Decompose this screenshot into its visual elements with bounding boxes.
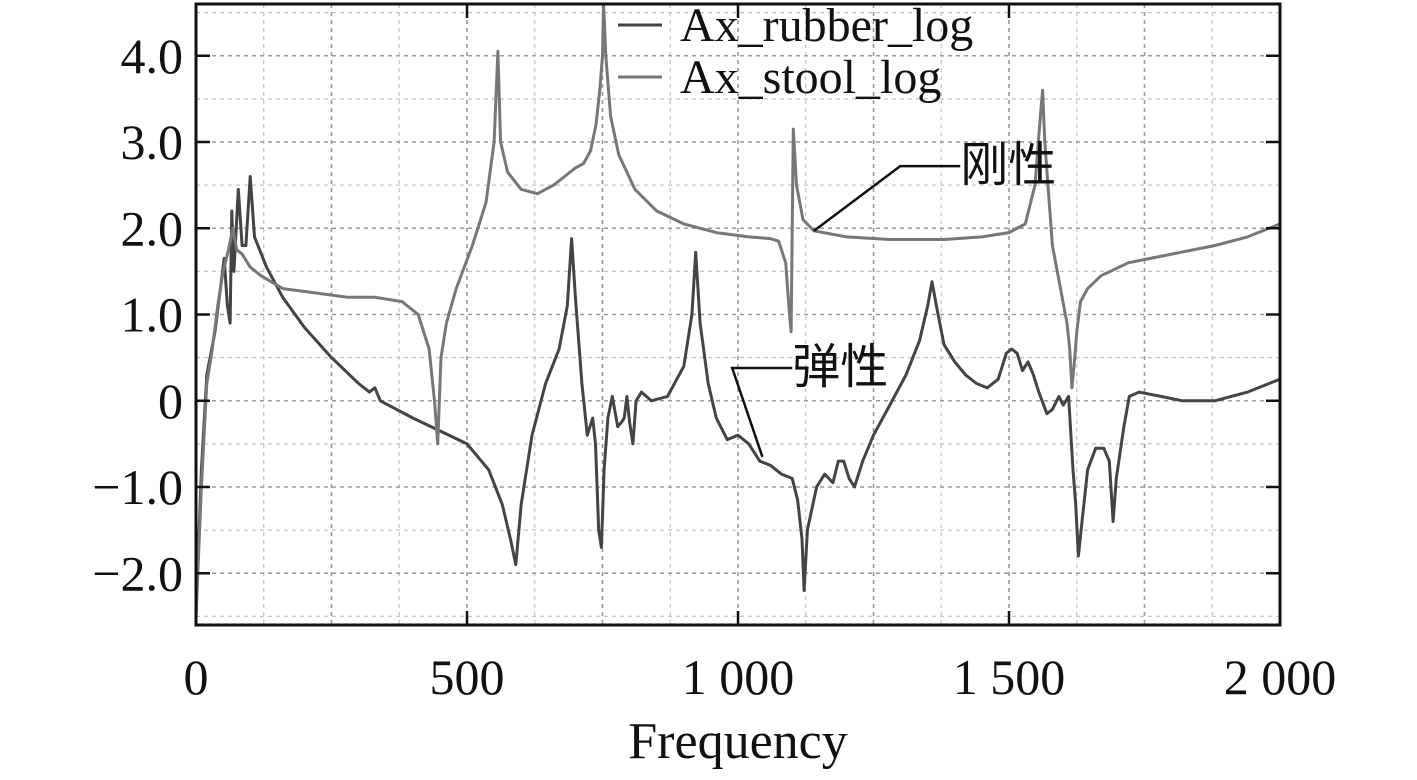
y-tick-label: 2.0 — [121, 200, 184, 256]
x-tick-label: 500 — [430, 649, 505, 705]
axis-ticks: 0 500 1 000 1 500 2 000 −2.0 −1.0 0 1.0 2.0 3.0 4.0 — [92, 4, 1336, 705]
y-tick-label: 3.0 — [121, 114, 184, 170]
series-line-ax-rubber-log — [194, 175, 1281, 617]
annotation-label: 弹性 — [792, 341, 888, 394]
x-tick-label: 2 000 — [1224, 649, 1337, 705]
annotation-label: 刚性 — [960, 139, 1056, 192]
x-axis-title: Frequency — [628, 713, 847, 770]
x-tick-label: 1 000 — [682, 649, 795, 705]
legend-label: Ax_stool_log — [680, 51, 941, 104]
x-tick-label: 0 — [184, 649, 209, 705]
y-tick-label: −2.0 — [92, 545, 183, 601]
y-tick-label: 0 — [158, 373, 183, 429]
y-tick-label: 1.0 — [121, 287, 184, 343]
x-tick-label: 1 500 — [953, 649, 1066, 705]
legend-label: Ax_rubber_log — [680, 0, 973, 52]
annotation-leader — [813, 164, 961, 232]
y-tick-label: −1.0 — [92, 459, 183, 515]
series-line-ax-stool-log — [194, 2, 1281, 617]
y-tick-label: 4.0 — [121, 28, 184, 84]
annotation-leader — [730, 366, 793, 458]
series-lines — [194, 2, 1281, 617]
